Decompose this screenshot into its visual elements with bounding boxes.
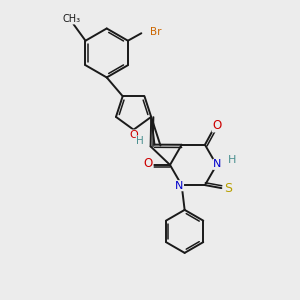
Text: S: S (224, 182, 232, 195)
Text: H: H (228, 155, 236, 166)
Text: O: O (212, 119, 221, 132)
Text: CH₃: CH₃ (63, 14, 81, 24)
Text: N: N (175, 181, 184, 191)
Text: O: O (144, 157, 153, 170)
Text: N: N (213, 159, 221, 169)
Text: O: O (130, 130, 139, 140)
Text: H: H (136, 136, 144, 146)
Text: Br: Br (150, 27, 161, 37)
